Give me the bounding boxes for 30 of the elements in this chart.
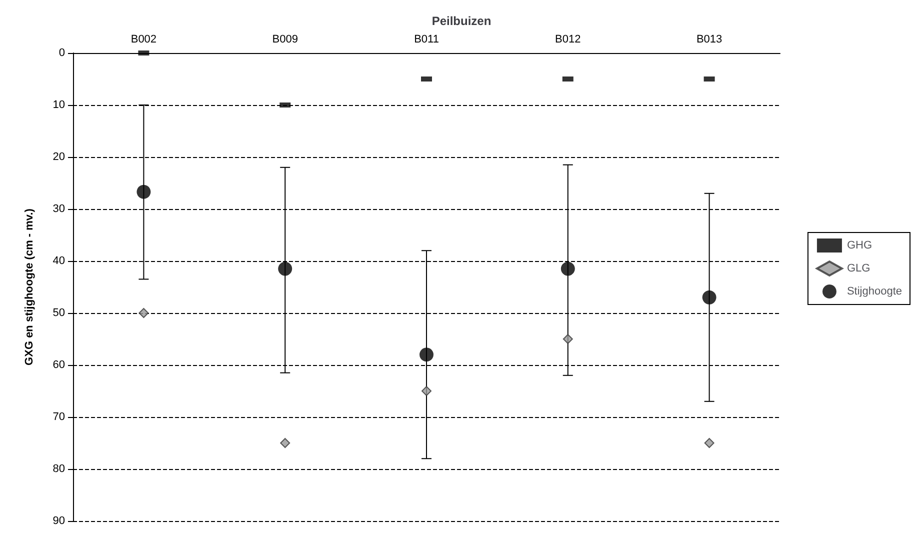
x-tick-label: B012 [555,34,581,46]
y-tick-label: 30 [52,203,65,215]
point [280,438,290,448]
y-tick-label: 80 [52,463,65,475]
x-tick-label: B002 [130,34,157,46]
x-tick-label: B011 [414,34,439,46]
x-tick-label: B009 [272,34,298,46]
legend-label: GLG [846,262,870,274]
legend-label: GHG [846,240,872,252]
y-tick-label: 50 [52,307,65,319]
point [702,290,716,304]
y-axis-title: GXG en stijghoogte (cm - mv.) [24,208,36,366]
point [136,184,151,199]
y-tick-label: 60 [52,359,65,371]
point [278,262,292,276]
chart-title: Peilbuizen [432,14,492,28]
y-tick-label: 0 [58,47,65,59]
point [138,308,149,318]
y-tick-label: 20 [52,151,65,163]
point [560,262,575,276]
y-tick-label: 90 [52,515,65,527]
x-tick-label: B013 [696,34,722,46]
point [422,386,432,396]
y-tick-label: 10 [52,99,65,111]
point [704,438,714,448]
y-tick-label: 70 [52,411,65,423]
point [420,348,434,362]
legend-label: Stijghoogte [846,286,902,298]
y-tick-label: 40 [52,255,65,267]
point [562,334,573,344]
